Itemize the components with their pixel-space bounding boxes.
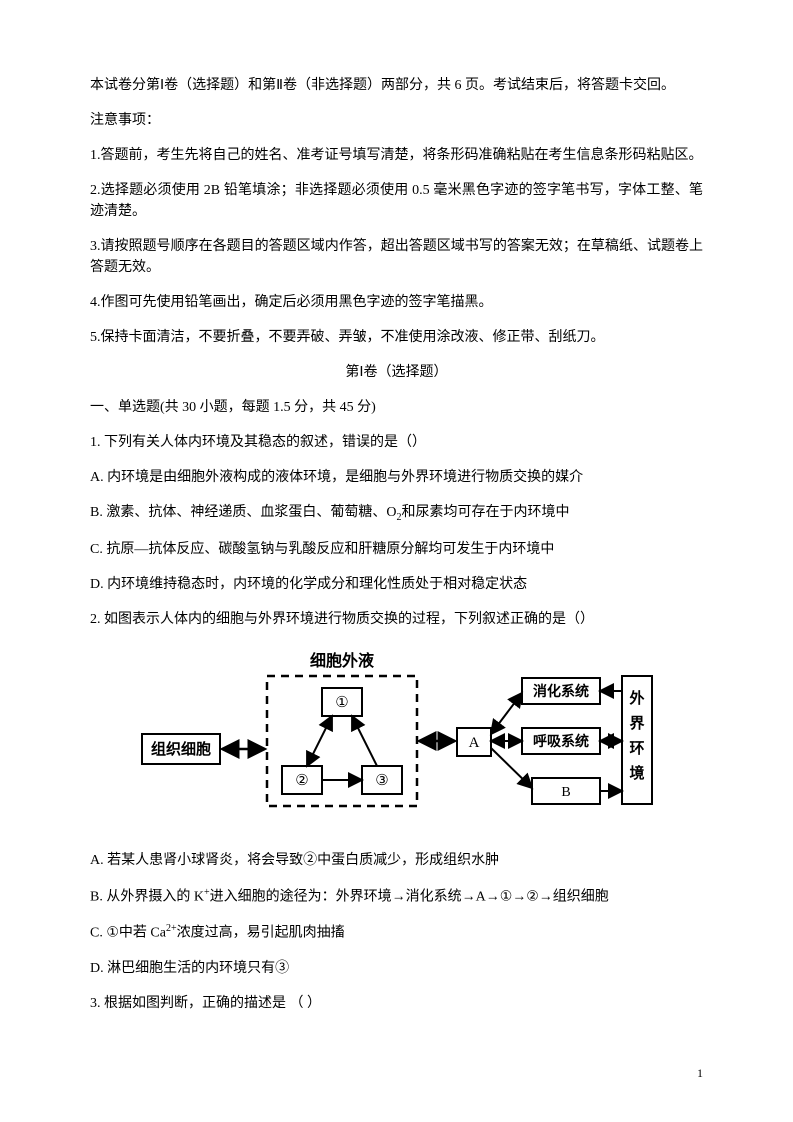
q2-option-a: A. 若某人患肾小球肾炎，将会导致②中蛋白质减少，形成组织水肿 <box>90 850 703 871</box>
node-3-label: ③ <box>375 773 388 789</box>
q2-diagram-container: 细胞外液 组织细胞 ① ② ③ A 消化系统 呼吸系统 B <box>90 648 703 828</box>
q1-option-a: A. 内环境是由细胞外液构成的液体环境，是细胞与外界环境进行物质交换的媒介 <box>90 467 703 488</box>
node-2-label: ② <box>295 773 308 789</box>
q2-c-pre: C. ①中若 Ca <box>90 926 166 941</box>
q1-option-d: D. 内环境维持稳态时，内环境的化学成分和理化性质处于相对稳定状态 <box>90 574 703 595</box>
node-1-label: ① <box>335 695 348 711</box>
notice-5: 5.保持卡面清洁，不要折叠，不要弄破、弄皱，不准使用涂改液、修正带、刮纸刀。 <box>90 327 703 348</box>
notice-3: 3.请按照题号顺序在各题目的答题区域内作答，超出答题区域书写的答案无效；在草稿纸… <box>90 236 703 278</box>
q1-option-b: B. 激素、抗体、神经递质、血浆蛋白、葡萄糖、O2和尿素均可存在于内环境中 <box>90 502 703 525</box>
edge-1-2 <box>307 716 332 766</box>
q1-b-pre: B. 激素、抗体、神经递质、血浆蛋白、葡萄糖、O <box>90 505 396 520</box>
notice-2: 2.选择题必须使用 2B 铅笔填涂；非选择题必须使用 0.5 毫米黑色字迹的签字… <box>90 180 703 222</box>
notice-1: 1.答题前，考生先将自己的姓名、准考证号填写清楚，将条形码准确粘贴在考生信息条形… <box>90 145 703 166</box>
digestive-label: 消化系统 <box>533 683 589 700</box>
env-label-4: 境 <box>629 764 644 782</box>
q2-diagram: 细胞外液 组织细胞 ① ② ③ A 消化系统 呼吸系统 B <box>137 648 657 828</box>
q2-b-post: 进入细胞的途径为：外界环境→消化系统→A→①→②→组织细胞 <box>210 889 609 904</box>
tissue-cell-label: 组织细胞 <box>150 740 210 758</box>
q2-option-c: C. ①中若 Ca2+浓度过高，易引起肌肉抽搐 <box>90 921 703 944</box>
page-number: 1 <box>697 1064 703 1082</box>
q1-b-post: 和尿素均可存在于内环境中 <box>401 505 569 520</box>
edge-a-digestive <box>491 693 522 734</box>
q1-option-c: C. 抗原—抗体反应、碳酸氢钠与乳酸反应和肝糖原分解均可发生于内环境中 <box>90 539 703 560</box>
q2-c-sup: 2+ <box>166 923 177 934</box>
section-title: 第Ⅰ卷（选择题） <box>90 362 703 383</box>
q2-c-post: 浓度过高，易引起肌肉抽搐 <box>177 926 345 941</box>
q2-option-d: D. 淋巴细胞生活的内环境只有③ <box>90 958 703 979</box>
respiratory-label: 呼吸系统 <box>533 733 589 750</box>
edge-3-1 <box>352 716 377 766</box>
notice-4: 4.作图可先使用铅笔画出，确定后必须用黑色字迹的签字笔描黑。 <box>90 292 703 313</box>
q2-b-pre: B. 从外界摄入的 K <box>90 889 204 904</box>
env-label-2: 界 <box>629 715 644 732</box>
section-sub: 一、单选题(共 30 小题，每题 1.5 分，共 45 分) <box>90 397 703 418</box>
notice-header: 注意事项： <box>90 110 703 131</box>
diagram-title: 细胞外液 <box>309 651 374 670</box>
env-label-3: 环 <box>629 740 644 757</box>
env-label-1: 外 <box>628 689 644 707</box>
q2-option-b: B. 从外界摄入的 K+进入细胞的途径为：外界环境→消化系统→A→①→②→组织细… <box>90 885 703 908</box>
q1-stem: 1. 下列有关人体内环境及其稳态的叙述，错误的是（） <box>90 432 703 453</box>
a-label: A <box>468 735 479 751</box>
q2-stem: 2. 如图表示人体内的细胞与外界环境进行物质交换的过程，下列叙述正确的是（） <box>90 609 703 630</box>
b-label: B <box>561 785 570 800</box>
intro-text: 本试卷分第Ⅰ卷（选择题）和第Ⅱ卷（非选择题）两部分，共 6 页。考试结束后，将答… <box>90 75 703 96</box>
q3-stem: 3. 根据如图判断，正确的描述是 （ ） <box>90 993 703 1014</box>
